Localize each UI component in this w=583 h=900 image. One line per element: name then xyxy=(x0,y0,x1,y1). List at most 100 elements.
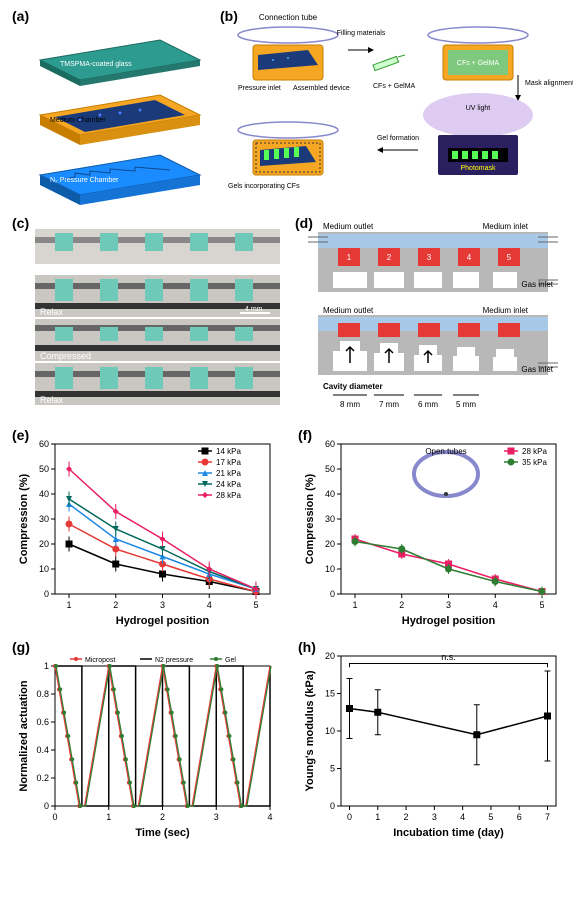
svg-text:2: 2 xyxy=(404,812,409,822)
svg-text:35 kPa: 35 kPa xyxy=(522,458,547,467)
svg-text:50: 50 xyxy=(39,464,49,474)
panel-f-label: (f) xyxy=(298,427,312,443)
glass-label: TMSPMA-coated glass xyxy=(60,61,132,68)
svg-text:Normalized actuation: Normalized actuation xyxy=(18,680,30,792)
svg-text:Gas inlet: Gas inlet xyxy=(521,280,553,289)
svg-text:2: 2 xyxy=(113,600,118,610)
n2-label: N₂ Pressure Chamber xyxy=(50,177,119,184)
medium-label: Medium Chamber xyxy=(50,117,106,124)
svg-text:15: 15 xyxy=(325,689,335,699)
svg-text:1: 1 xyxy=(44,661,49,671)
svg-text:50: 50 xyxy=(325,464,335,474)
panel-g-label: (g) xyxy=(12,639,30,655)
svg-text:Assembled device: Assembled device xyxy=(293,85,350,92)
svg-text:5 mm: 5 mm xyxy=(456,400,476,409)
svg-text:20: 20 xyxy=(39,539,49,549)
chart-h: 0123456705101520Incubation time (day)You… xyxy=(296,641,574,841)
svg-text:60: 60 xyxy=(39,439,49,449)
svg-text:28 kPa: 28 kPa xyxy=(216,491,241,500)
svg-text:n.s.: n.s. xyxy=(441,652,456,662)
svg-text:20: 20 xyxy=(325,539,335,549)
svg-text:5: 5 xyxy=(507,253,512,262)
svg-text:Micropost: Micropost xyxy=(85,657,115,664)
svg-text:0: 0 xyxy=(330,589,335,599)
svg-text:0: 0 xyxy=(347,812,352,822)
svg-text:1: 1 xyxy=(106,812,111,822)
svg-text:Compression (%): Compression (%) xyxy=(304,473,316,564)
svg-text:0: 0 xyxy=(52,812,57,822)
panel-a-diagram: TMSPMA-coated glass Medium Chamber N₂ Pr… xyxy=(10,10,210,205)
svg-text:28 kPa: 28 kPa xyxy=(522,447,547,456)
svg-text:0: 0 xyxy=(330,801,335,811)
svg-text:Connection tube: Connection tube xyxy=(259,13,318,22)
svg-text:60: 60 xyxy=(325,439,335,449)
svg-text:Compression (%): Compression (%) xyxy=(18,473,30,564)
svg-text:40: 40 xyxy=(325,489,335,499)
svg-text:Compressed: Compressed xyxy=(40,351,91,361)
panel-a-label: (a) xyxy=(12,8,29,24)
svg-text:0.6: 0.6 xyxy=(36,717,49,727)
svg-text:30: 30 xyxy=(39,514,49,524)
svg-text:4: 4 xyxy=(207,600,212,610)
svg-text:10: 10 xyxy=(39,564,49,574)
svg-text:Incubation time (day): Incubation time (day) xyxy=(393,827,504,839)
svg-text:1: 1 xyxy=(347,253,352,262)
svg-text:Medium outlet: Medium outlet xyxy=(323,306,374,315)
svg-text:UV light: UV light xyxy=(466,105,491,112)
svg-text:10: 10 xyxy=(325,564,335,574)
svg-text:4: 4 xyxy=(267,812,272,822)
svg-text:21 kPa: 21 kPa xyxy=(216,469,241,478)
svg-text:10: 10 xyxy=(325,726,335,736)
panel-h-label: (h) xyxy=(298,639,316,655)
svg-text:5: 5 xyxy=(488,812,493,822)
svg-text:1: 1 xyxy=(375,812,380,822)
svg-text:7 mm: 7 mm xyxy=(379,400,399,409)
svg-text:24 kPa: 24 kPa xyxy=(216,480,241,489)
svg-text:3: 3 xyxy=(214,812,219,822)
svg-text:6: 6 xyxy=(517,812,522,822)
svg-text:4: 4 xyxy=(493,600,498,610)
svg-text:Gel formation: Gel formation xyxy=(377,135,419,142)
panel-e-label: (e) xyxy=(12,427,29,443)
svg-text:5: 5 xyxy=(330,764,335,774)
svg-text:20: 20 xyxy=(325,651,335,661)
svg-text:3: 3 xyxy=(432,812,437,822)
svg-text:CFs + GelMA: CFs + GelMA xyxy=(457,60,500,67)
svg-text:5: 5 xyxy=(253,600,258,610)
svg-text:40: 40 xyxy=(39,489,49,499)
svg-text:Gas inlet: Gas inlet xyxy=(521,365,553,374)
svg-text:6 mm: 6 mm xyxy=(418,400,438,409)
svg-text:Photomask: Photomask xyxy=(460,165,496,172)
svg-text:8 mm: 8 mm xyxy=(340,400,360,409)
svg-text:0.2: 0.2 xyxy=(36,773,49,783)
panel-b-label: (b) xyxy=(220,8,238,24)
svg-text:N2 pressure: N2 pressure xyxy=(155,657,193,664)
svg-text:3: 3 xyxy=(160,600,165,610)
svg-text:5: 5 xyxy=(539,600,544,610)
svg-text:Medium outlet: Medium outlet xyxy=(323,222,374,231)
svg-text:Young's modulus (kPa): Young's modulus (kPa) xyxy=(304,670,316,791)
panel-b-diagram: Connection tube Pressure inlet Assembled… xyxy=(218,10,573,205)
svg-text:Hydrogel position: Hydrogel position xyxy=(402,615,496,627)
svg-text:4: 4 xyxy=(460,812,465,822)
svg-text:Hydrogel position: Hydrogel position xyxy=(116,615,210,627)
svg-text:Gels incorporating CFs: Gels incorporating CFs xyxy=(228,183,300,190)
svg-text:0: 0 xyxy=(44,801,49,811)
svg-text:14 kPa: 14 kPa xyxy=(216,447,241,456)
panel-d-label: (d) xyxy=(295,215,313,231)
svg-text:0.8: 0.8 xyxy=(36,689,49,699)
svg-text:Medium inlet: Medium inlet xyxy=(483,222,529,231)
panel-c-photo: Relax 4 mm Compressed Relax xyxy=(10,217,285,417)
panel-c-label: (c) xyxy=(12,215,29,231)
svg-text:2: 2 xyxy=(387,253,392,262)
svg-text:Pressure inlet: Pressure inlet xyxy=(238,85,281,92)
panel-d-diagram: Medium outlet Medium inlet 1 2 3 4 5 Gas… xyxy=(293,217,573,417)
svg-text:1: 1 xyxy=(67,600,72,610)
svg-text:Mask alignment & UV exposure: Mask alignment & UV exposure xyxy=(525,80,573,87)
svg-text:2: 2 xyxy=(160,812,165,822)
svg-text:0.4: 0.4 xyxy=(36,745,49,755)
svg-text:0: 0 xyxy=(44,589,49,599)
svg-text:Filling materials: Filling materials xyxy=(337,30,386,37)
svg-text:1: 1 xyxy=(353,600,358,610)
svg-text:Relax: Relax xyxy=(40,395,64,405)
